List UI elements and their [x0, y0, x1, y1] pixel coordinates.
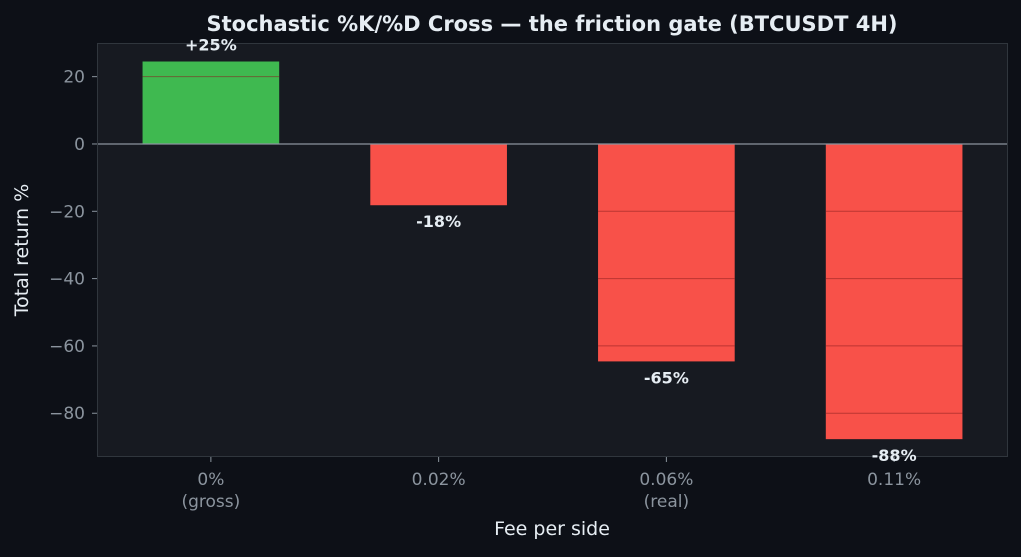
y-tick-label: −60 [49, 337, 85, 357]
bar-0 [142, 61, 280, 144]
chart-title: Stochastic %K/%D Cross — the friction ga… [206, 12, 897, 36]
x-axis-ticks: 0%(gross) 0.02% 0.06%(real) 0.11% [181, 457, 921, 512]
y-tick-label: −40 [49, 270, 85, 290]
plot-frame [97, 43, 1008, 457]
data-label: -65% [644, 368, 689, 387]
data-labels: +25% -18% -65% -88% [185, 36, 917, 466]
x-tick-label: 0.06% [639, 470, 693, 490]
x-tick-label: 0% [197, 470, 224, 490]
x-tick-label: 0.02% [412, 470, 466, 490]
bar-1 [370, 143, 507, 206]
y-tick-label: −80 [49, 404, 85, 424]
bar-2 [598, 143, 735, 362]
y-axis-label: Total return % [11, 184, 33, 318]
data-label: +25% [185, 36, 237, 55]
y-tick-label: −20 [49, 202, 85, 222]
y-tick-label: 0 [74, 135, 85, 155]
data-label: -18% [416, 212, 461, 231]
x-tick-label: 0.11% [867, 470, 921, 490]
y-tick-label: 20 [63, 68, 85, 88]
bar-overlays [142, 76, 963, 414]
data-label: -88% [872, 446, 917, 465]
x-tick-label: (gross) [181, 492, 240, 512]
x-tick-label: (real) [644, 492, 689, 512]
bars [142, 61, 963, 440]
x-axis-label: Fee per side [494, 518, 610, 540]
bar-3 [825, 143, 963, 440]
y-axis-ticks: 20 0 −20 −40 −60 −80 [49, 68, 97, 424]
